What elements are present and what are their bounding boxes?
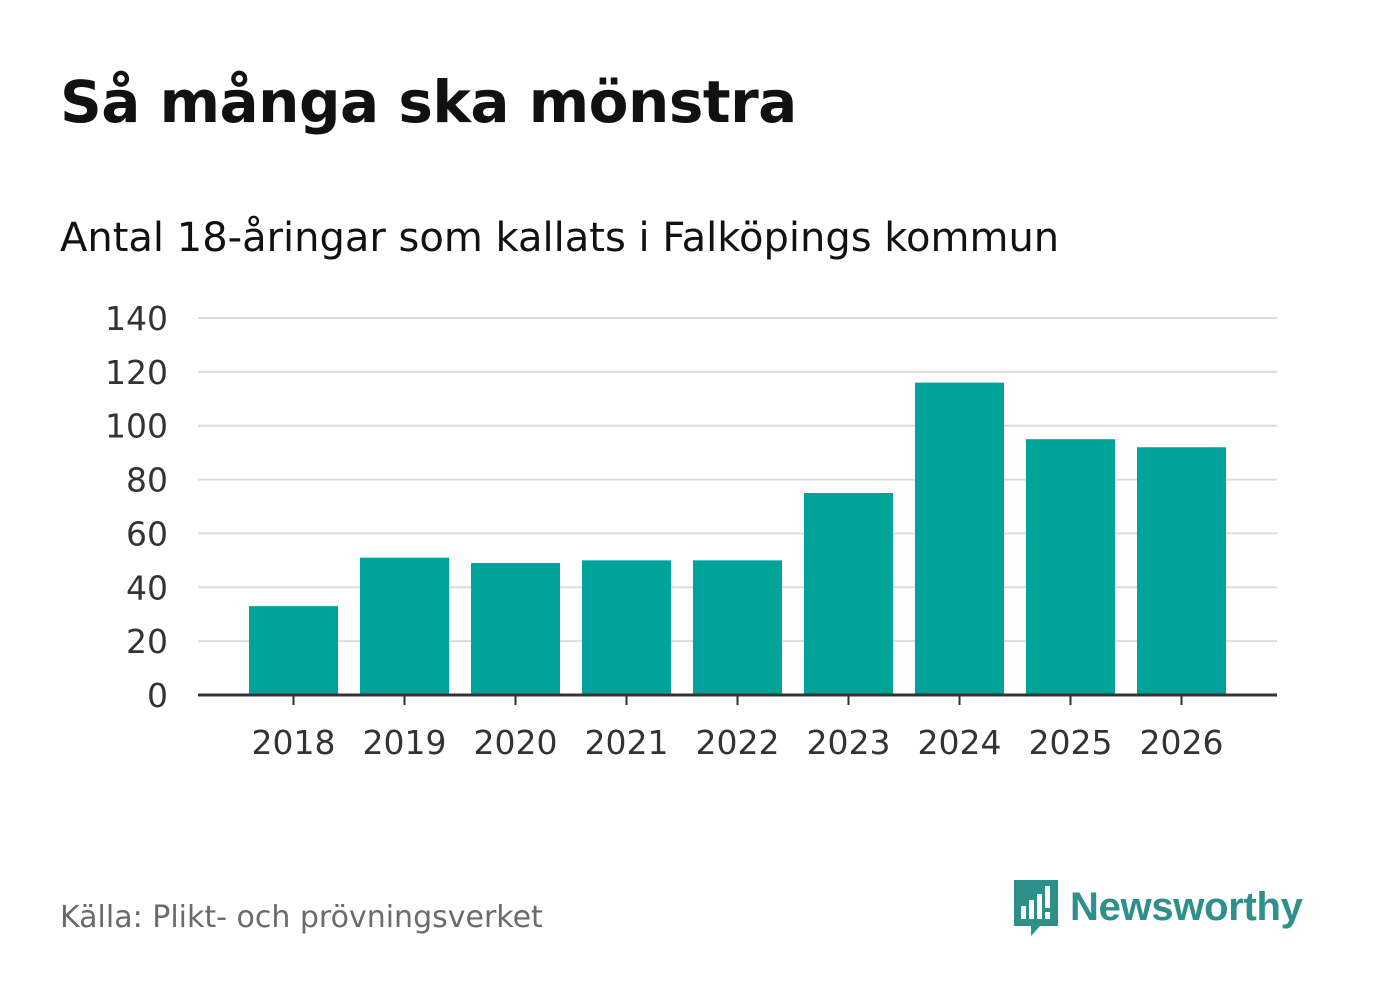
x-tick-label: 2024 bbox=[918, 723, 1002, 762]
y-tick-label: 0 bbox=[147, 676, 168, 715]
bar bbox=[471, 563, 560, 695]
bar bbox=[915, 382, 1004, 695]
y-tick-label: 120 bbox=[105, 353, 168, 392]
chart-subtitle: Antal 18-åringar som kallats i Falköping… bbox=[60, 215, 1060, 261]
x-tick-label: 2018 bbox=[252, 723, 336, 762]
x-tick-label: 2026 bbox=[1140, 723, 1224, 762]
source-note: Källa: Plikt- och prövningsverket bbox=[60, 900, 543, 935]
bar bbox=[249, 606, 338, 695]
newsworthy-logo-icon bbox=[1014, 880, 1058, 936]
x-tick-label: 2023 bbox=[807, 723, 891, 762]
y-tick-label: 60 bbox=[126, 514, 168, 553]
x-tick-label: 2021 bbox=[585, 723, 669, 762]
x-tick-label: 2025 bbox=[1029, 723, 1113, 762]
bar bbox=[804, 493, 893, 695]
brand-name: Newsworthy bbox=[1070, 884, 1303, 929]
bar bbox=[360, 557, 449, 695]
x-tick-label: 2019 bbox=[363, 723, 447, 762]
bar bbox=[582, 560, 671, 695]
bar bbox=[1026, 439, 1115, 695]
y-tick-label: 140 bbox=[105, 299, 168, 338]
bar bbox=[1137, 447, 1226, 695]
chart-title: Så många ska mönstra bbox=[60, 68, 797, 136]
brand: Newsworthy bbox=[1010, 876, 1303, 938]
x-tick-label: 2022 bbox=[696, 723, 780, 762]
x-tick-label: 2020 bbox=[474, 723, 558, 762]
y-tick-label: 100 bbox=[105, 407, 168, 446]
y-tick-label: 40 bbox=[126, 568, 168, 607]
y-tick-label: 20 bbox=[126, 622, 168, 661]
bar bbox=[693, 560, 782, 695]
y-tick-label: 80 bbox=[126, 461, 168, 500]
